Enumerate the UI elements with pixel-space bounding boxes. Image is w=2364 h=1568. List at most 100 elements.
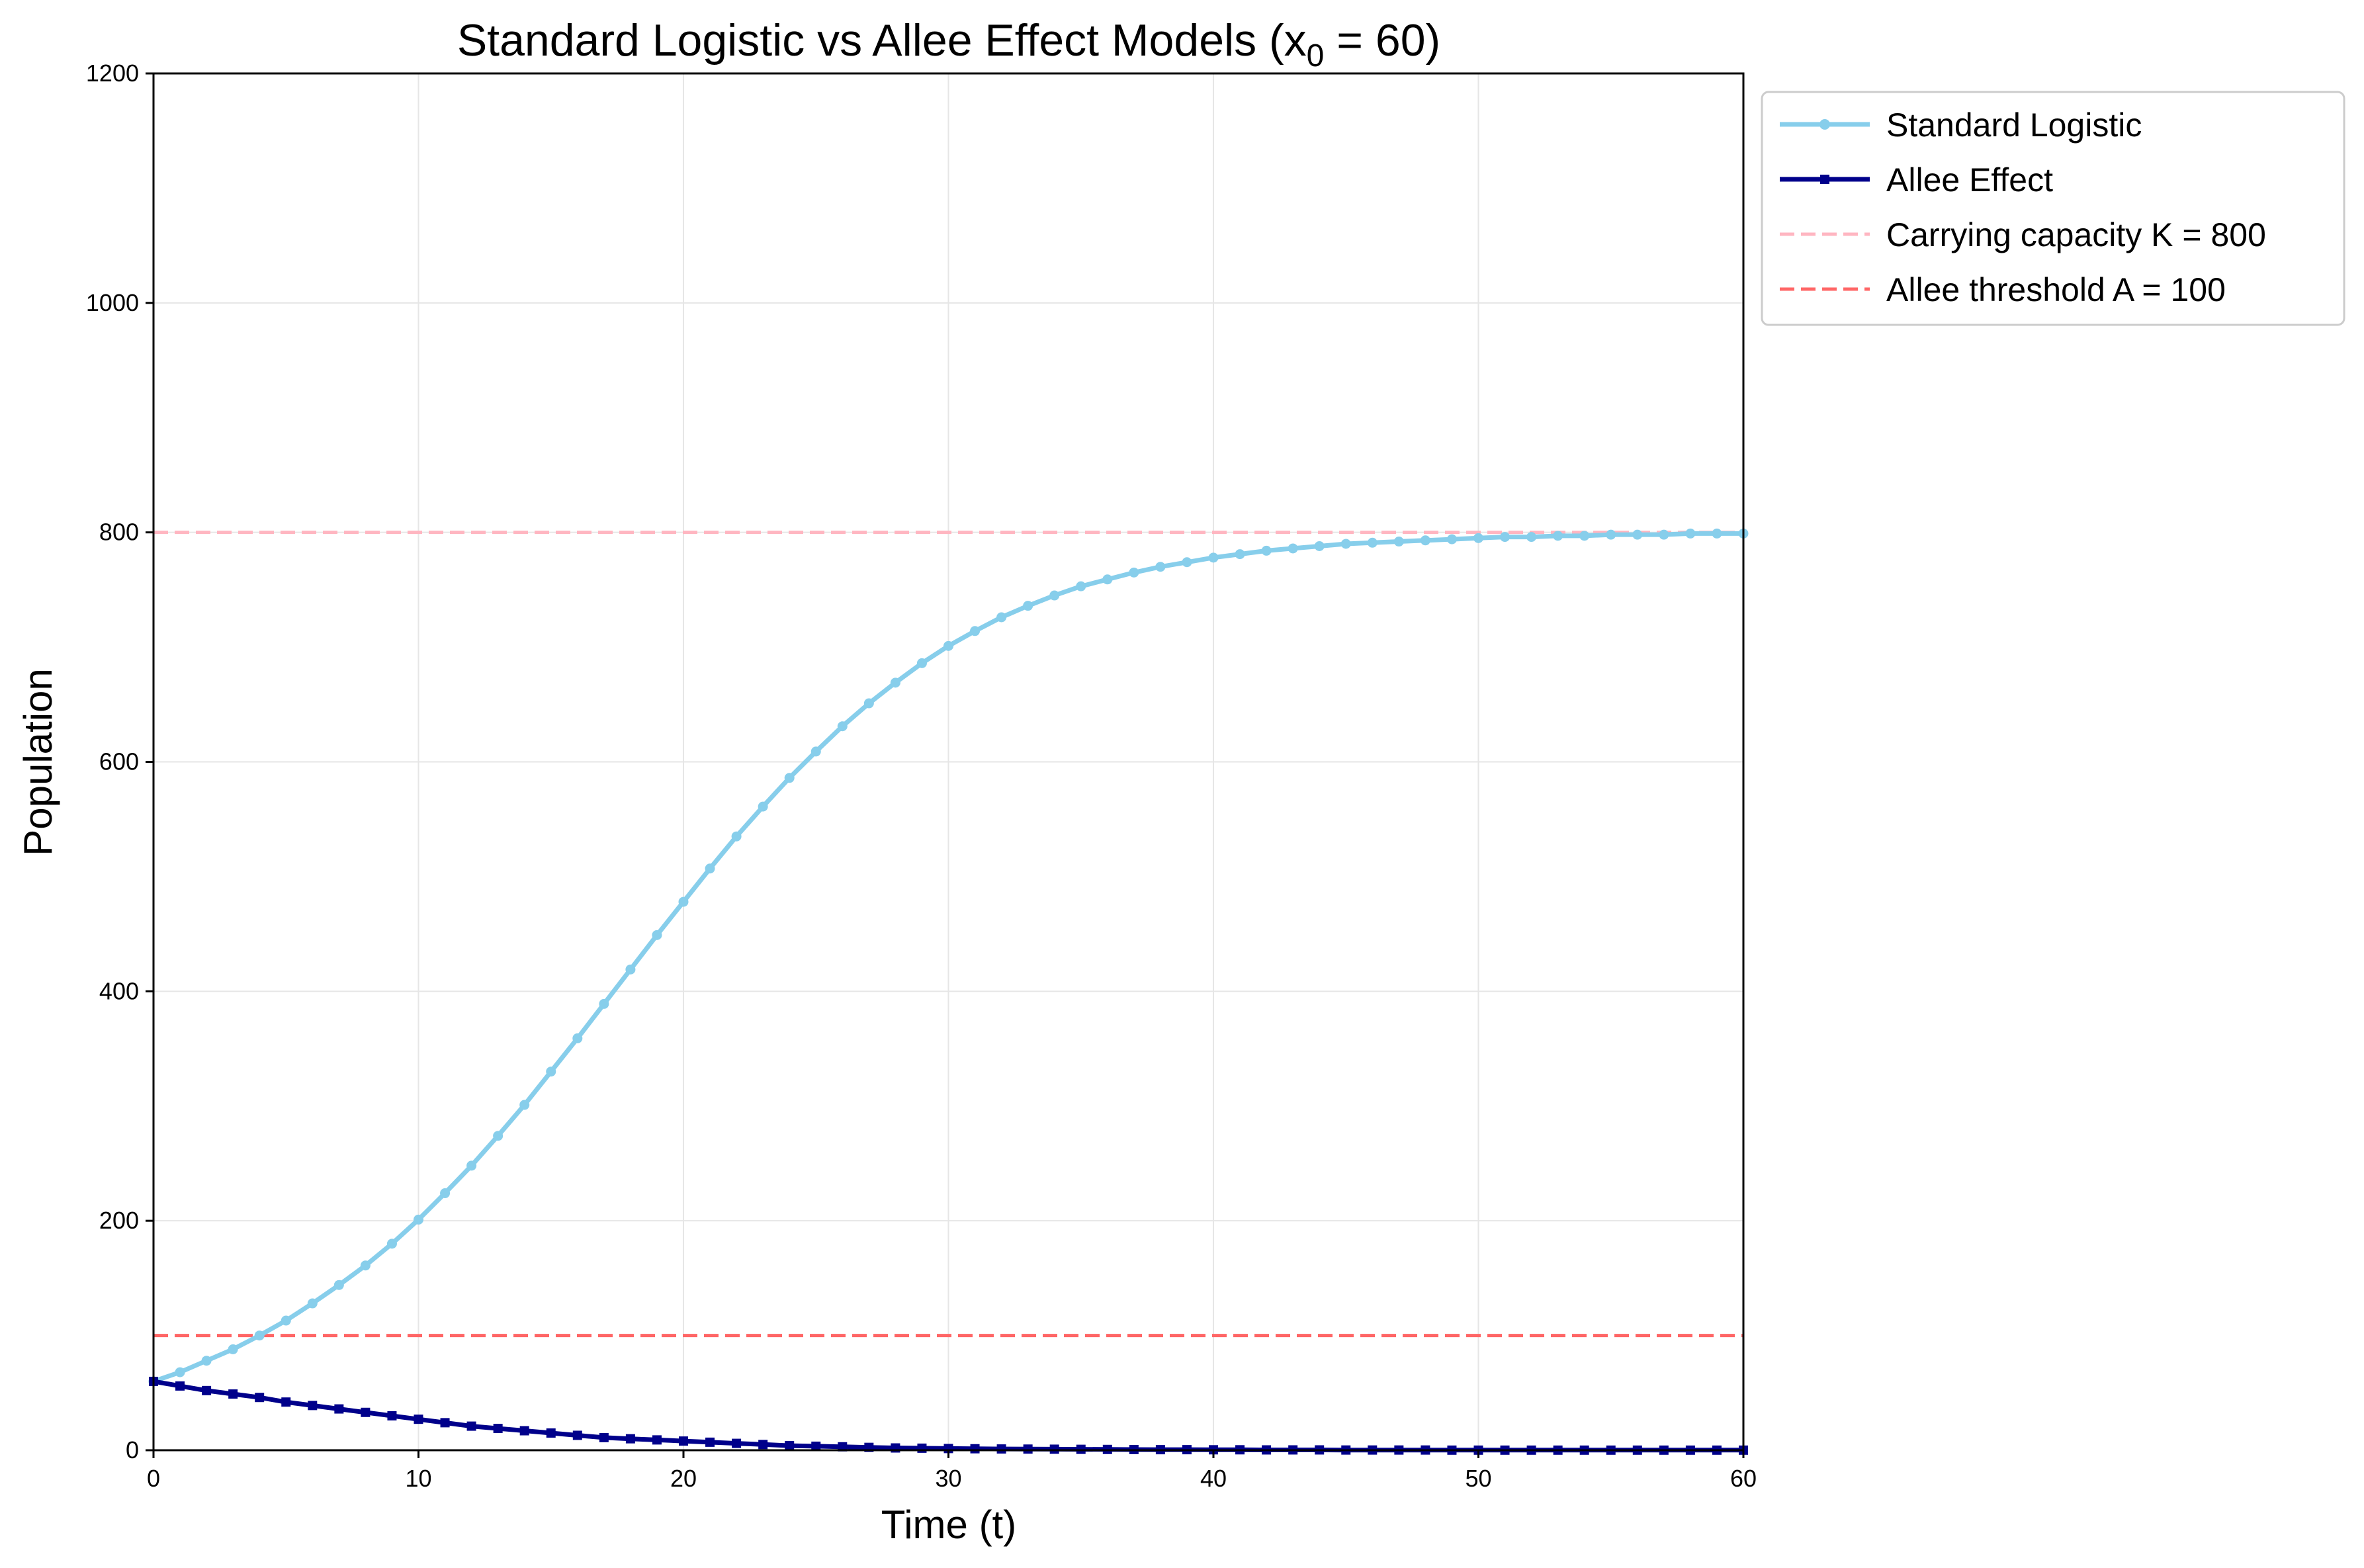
legend-marker xyxy=(1819,119,1830,130)
data-point xyxy=(1367,537,1378,548)
data-point xyxy=(1659,529,1669,540)
data-point xyxy=(705,1437,715,1447)
data-point xyxy=(625,964,636,975)
data-point xyxy=(572,1033,583,1043)
data-point xyxy=(863,698,874,709)
data-point xyxy=(1712,528,1722,539)
data-point xyxy=(334,1404,344,1414)
data-point xyxy=(201,1356,212,1366)
data-point xyxy=(599,1432,609,1442)
data-point xyxy=(1314,541,1325,551)
data-point xyxy=(810,746,821,757)
data-point xyxy=(1129,567,1139,578)
data-point xyxy=(493,1424,503,1434)
data-point xyxy=(917,1443,927,1453)
y-tick-label: 0 xyxy=(126,1436,139,1463)
legend-label: Standard Logistic xyxy=(1886,107,2142,144)
data-point xyxy=(599,998,609,1009)
data-point xyxy=(202,1385,212,1395)
data-point xyxy=(414,1415,423,1424)
y-axis-label: Population xyxy=(16,668,60,856)
data-point xyxy=(970,1444,980,1454)
data-point xyxy=(1393,537,1404,547)
data-point xyxy=(758,1440,768,1450)
data-point xyxy=(546,1428,556,1438)
data-point xyxy=(1155,562,1166,572)
y-axis: 0 200 400 600 800 1000 1200 xyxy=(86,60,153,1463)
data-point xyxy=(785,1441,795,1451)
data-point xyxy=(1340,539,1351,549)
data-point xyxy=(1261,545,1272,556)
x-tick-label: 40 xyxy=(1200,1465,1227,1492)
data-point xyxy=(1235,549,1245,560)
data-point xyxy=(440,1188,451,1199)
data-point xyxy=(466,1421,476,1431)
legend-label: Allee Effect xyxy=(1886,161,2053,198)
data-point xyxy=(255,1393,265,1403)
data-point xyxy=(1023,1444,1033,1454)
data-point xyxy=(1526,532,1537,543)
x-axis-label: Time (t) xyxy=(881,1503,1016,1547)
data-point xyxy=(519,1426,529,1436)
data-point xyxy=(572,1430,582,1440)
y-tick-label: 400 xyxy=(99,977,139,1004)
data-point xyxy=(731,831,742,842)
data-point xyxy=(333,1280,344,1290)
x-tick-label: 0 xyxy=(147,1465,160,1492)
data-point xyxy=(387,1411,397,1420)
data-point xyxy=(1049,1444,1059,1454)
legend-label: Carrying capacity K = 800 xyxy=(1886,216,2266,253)
data-point xyxy=(466,1160,477,1171)
data-point xyxy=(1182,557,1192,568)
data-point xyxy=(890,677,900,688)
y-tick-label: 800 xyxy=(99,519,139,546)
x-tick-label: 60 xyxy=(1730,1465,1757,1492)
data-point xyxy=(361,1407,371,1417)
data-point xyxy=(652,930,662,940)
chart-title-subscript: 0 xyxy=(1307,38,1325,73)
data-point xyxy=(970,626,981,636)
data-point xyxy=(1446,534,1457,544)
data-point xyxy=(996,612,1007,623)
data-point xyxy=(1473,533,1483,543)
x-tick-label: 10 xyxy=(405,1465,431,1492)
data-point xyxy=(228,1389,238,1399)
data-point xyxy=(1049,590,1060,601)
data-point xyxy=(1420,535,1430,546)
data-point xyxy=(386,1239,397,1249)
x-tick-label: 50 xyxy=(1465,1465,1491,1492)
data-point xyxy=(1102,574,1113,585)
legend-box xyxy=(1761,91,2345,326)
data-point xyxy=(784,773,795,783)
data-point xyxy=(175,1367,185,1377)
data-point xyxy=(1288,543,1298,554)
data-point xyxy=(1553,531,1563,541)
data-point xyxy=(811,1441,821,1451)
data-point xyxy=(546,1067,556,1077)
data-point xyxy=(625,1434,635,1444)
data-point xyxy=(732,1438,742,1448)
data-point xyxy=(414,1214,423,1225)
x-tick-label: 20 xyxy=(670,1465,697,1492)
data-point xyxy=(1579,531,1590,541)
legend-label: Allee threshold A = 100 xyxy=(1886,271,2226,308)
data-point xyxy=(281,1315,291,1326)
data-point xyxy=(1208,552,1219,563)
data-point xyxy=(519,1100,530,1110)
data-point xyxy=(254,1330,265,1341)
data-point xyxy=(175,1381,185,1391)
legend: Standard Logistic Allee Effect Carrying ca… xyxy=(1761,91,2345,326)
data-point xyxy=(228,1344,238,1354)
data-point xyxy=(679,1436,688,1446)
reference-lines xyxy=(153,531,1743,1338)
data-point xyxy=(652,1435,662,1445)
y-tick-label: 200 xyxy=(99,1207,139,1234)
data-point xyxy=(705,863,715,874)
data-point xyxy=(281,1397,291,1407)
data-point xyxy=(440,1418,450,1428)
data-point xyxy=(1606,529,1616,540)
data-point xyxy=(1500,532,1510,543)
data-point xyxy=(1076,581,1086,591)
data-point xyxy=(678,896,689,907)
